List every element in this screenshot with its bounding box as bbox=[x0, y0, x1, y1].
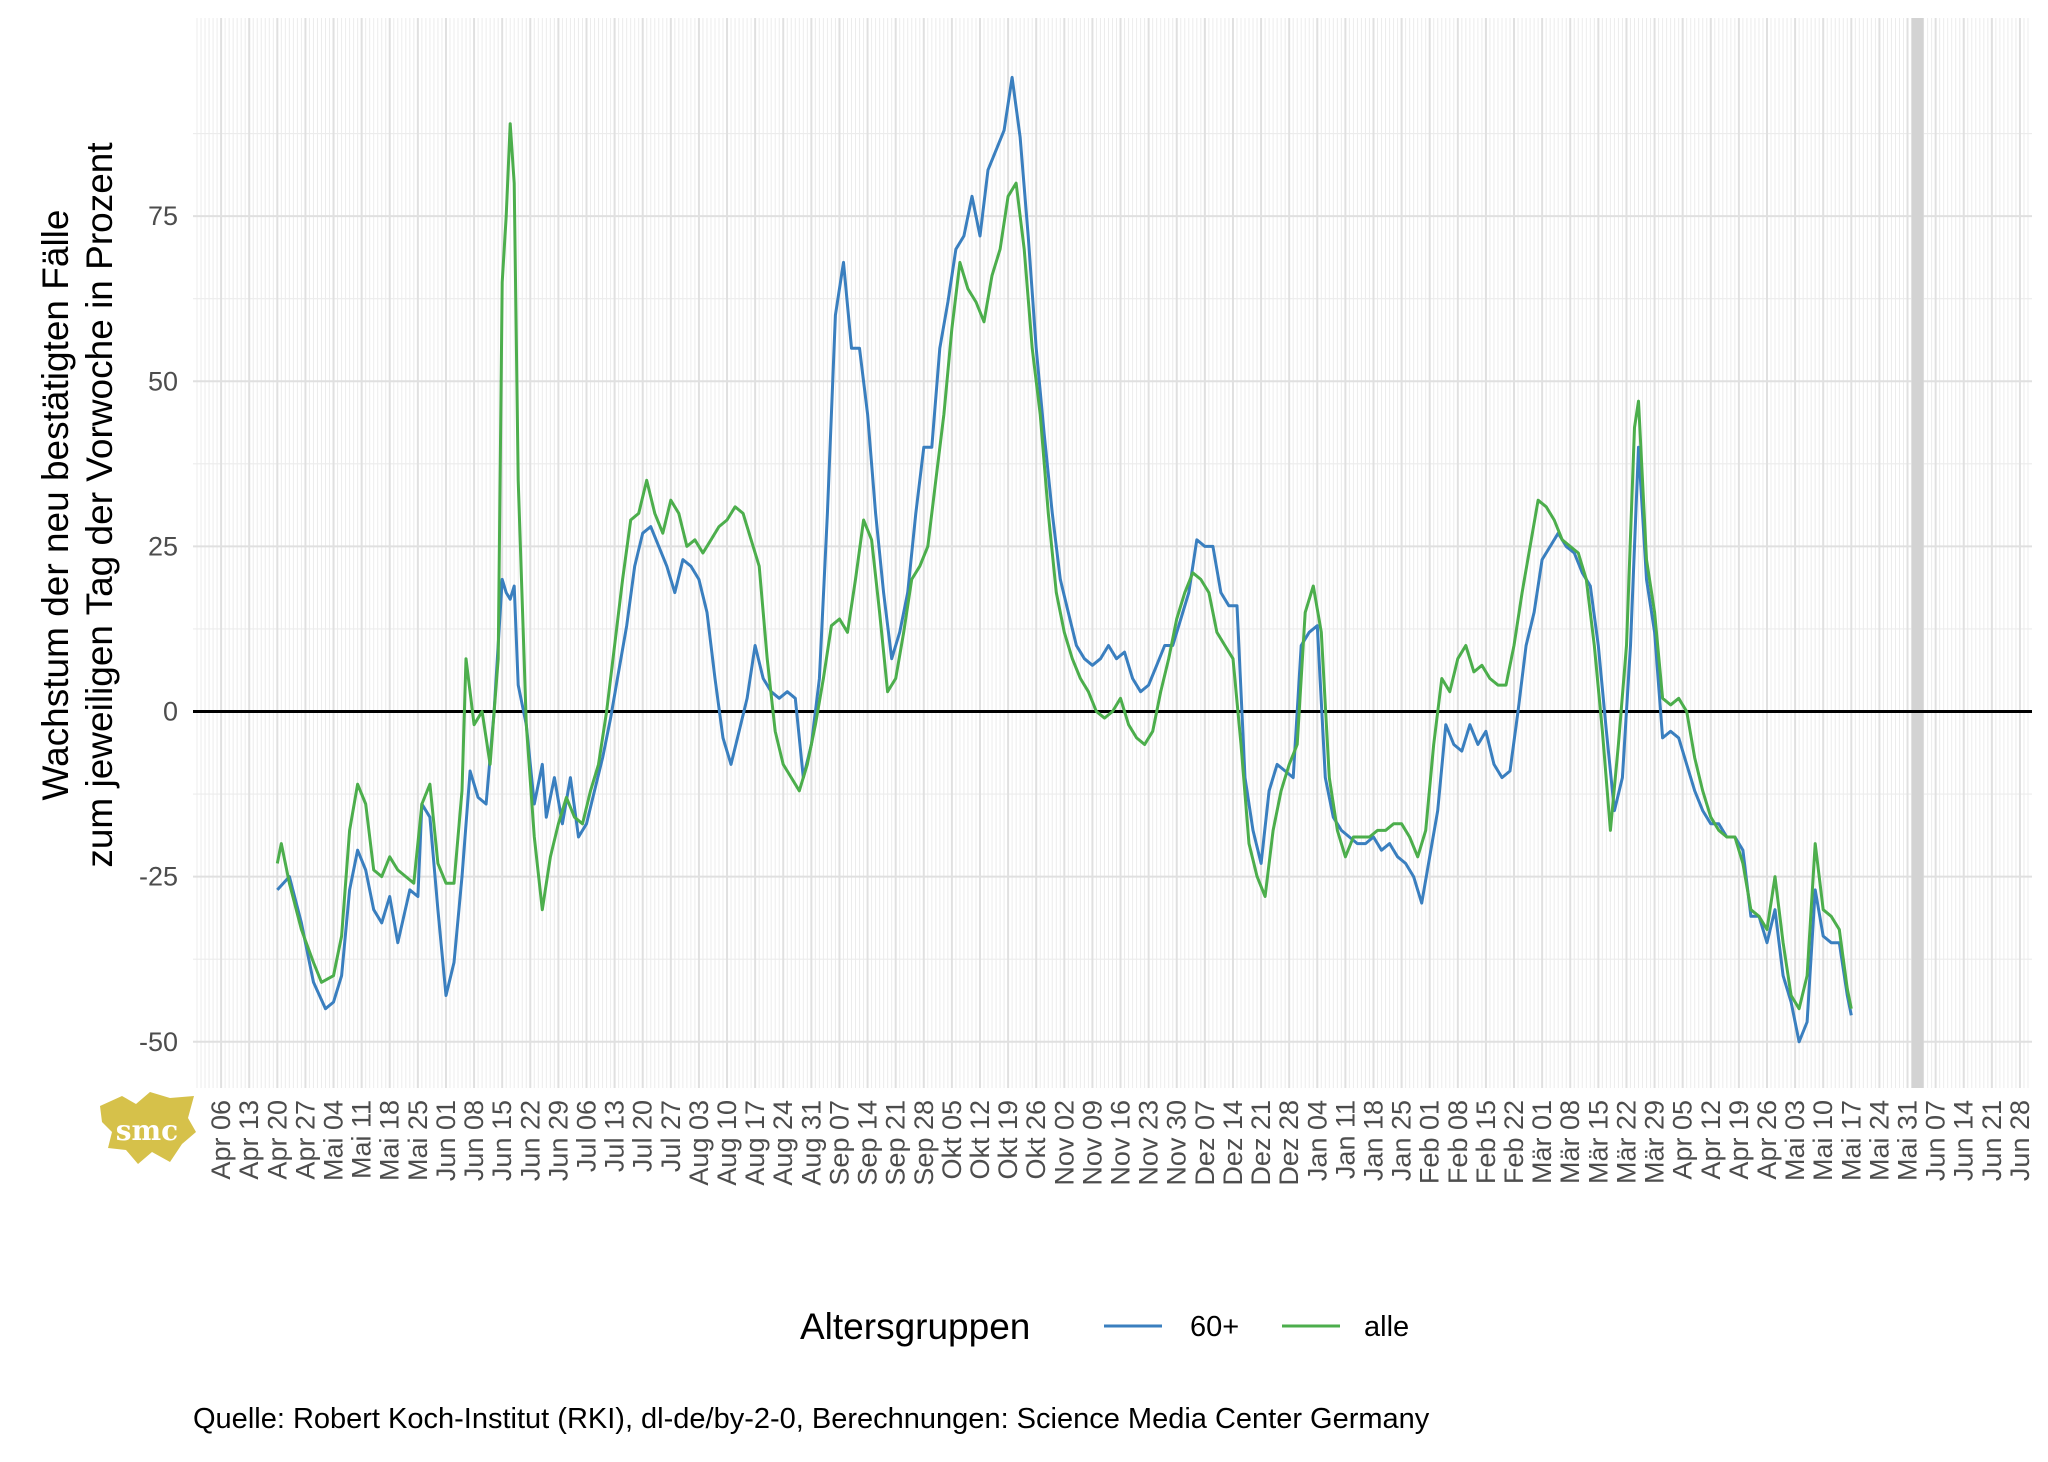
x-tick-label: Aug 10 bbox=[712, 1100, 742, 1186]
y-tick-label: 0 bbox=[163, 697, 178, 727]
x-tick-label: Jun 28 bbox=[2005, 1100, 2035, 1181]
x-tick-label: Sep 28 bbox=[909, 1100, 939, 1186]
x-tick-label: Mai 18 bbox=[375, 1100, 405, 1181]
y-axis-title-line2: zum jeweiligen Tag der Vorwoche in Proze… bbox=[79, 142, 120, 868]
y-tick-label: -50 bbox=[139, 1027, 178, 1057]
smc-logo-shape bbox=[100, 1092, 196, 1164]
x-tick-label: Jul 06 bbox=[571, 1100, 601, 1172]
x-tick-label: Jun 22 bbox=[515, 1100, 545, 1181]
x-tick-label: Mai 17 bbox=[1836, 1100, 1866, 1181]
x-tick-label: Dez 14 bbox=[1218, 1100, 1248, 1186]
grid-major bbox=[193, 18, 2032, 1088]
x-tick-label: Mai 03 bbox=[1780, 1100, 1810, 1181]
x-tick-label: Okt 19 bbox=[993, 1100, 1023, 1180]
x-tick-label: Feb 08 bbox=[1443, 1100, 1473, 1184]
x-tick-label: Apr 05 bbox=[1668, 1100, 1698, 1180]
x-tick-label: Feb 22 bbox=[1499, 1100, 1529, 1184]
x-tick-label: Mär 22 bbox=[1611, 1100, 1641, 1184]
x-tick-label: Okt 05 bbox=[937, 1100, 967, 1180]
x-tick-label: Apr 26 bbox=[1752, 1100, 1782, 1180]
x-tick-label: Jun 14 bbox=[1949, 1100, 1979, 1181]
x-tick-label: Apr 12 bbox=[1696, 1100, 1726, 1180]
x-tick-label: Sep 21 bbox=[881, 1100, 911, 1186]
x-tick-label: Jun 01 bbox=[431, 1100, 461, 1181]
x-tick-label: Jan 04 bbox=[1302, 1100, 1332, 1181]
x-tick-label: Mär 15 bbox=[1583, 1100, 1613, 1184]
x-tick-label: Dez 21 bbox=[1246, 1100, 1276, 1186]
x-tick-label: Jun 29 bbox=[543, 1100, 573, 1181]
x-tick-label: Mai 10 bbox=[1808, 1100, 1838, 1181]
y-axis-title-line1: Wachstum der neu bestätigten Fälle bbox=[35, 210, 76, 801]
x-tick-label: Aug 17 bbox=[740, 1100, 770, 1186]
y-tick-label: 25 bbox=[148, 531, 178, 561]
y-axis-title: Wachstum der neu bestätigten Fälle zum j… bbox=[35, 142, 120, 868]
plot-area bbox=[193, 18, 2032, 1088]
x-tick-label: Mai 24 bbox=[1864, 1100, 1894, 1181]
y-axis-ticks: -50 -25 0 25 50 75 bbox=[139, 201, 178, 1057]
caption: Quelle: Robert Koch-Institut (RKI), dl-d… bbox=[193, 1403, 1430, 1435]
smc-logo-text: smc bbox=[116, 1114, 178, 1147]
x-tick-label: Jun 08 bbox=[459, 1100, 489, 1181]
x-tick-label: Jun 07 bbox=[1921, 1100, 1951, 1181]
x-tick-label: Aug 31 bbox=[796, 1100, 826, 1186]
x-tick-label: Jan 18 bbox=[1358, 1100, 1388, 1181]
x-tick-label: Mai 25 bbox=[403, 1100, 433, 1181]
x-tick-label: Feb 01 bbox=[1415, 1100, 1445, 1184]
series-layer bbox=[275, 75, 1853, 1044]
x-tick-label: Dez 07 bbox=[1190, 1100, 1220, 1186]
x-tick-label: Mai 11 bbox=[347, 1100, 377, 1179]
x-tick-label: Mär 29 bbox=[1640, 1100, 1670, 1184]
x-tick-label: Feb 15 bbox=[1471, 1100, 1501, 1184]
x-tick-label: Apr 20 bbox=[262, 1100, 292, 1180]
x-tick-label: Okt 26 bbox=[1021, 1100, 1051, 1180]
x-tick-label: Nov 02 bbox=[1049, 1100, 1079, 1186]
grid-minor bbox=[193, 18, 2032, 1088]
y-tick-label: 50 bbox=[148, 366, 178, 396]
series-line-alle bbox=[275, 122, 1853, 1011]
x-tick-label: Aug 03 bbox=[684, 1100, 714, 1186]
x-tick-label: Jul 27 bbox=[656, 1100, 686, 1172]
x-tick-label: Apr 13 bbox=[234, 1100, 264, 1180]
x-tick-label: Aug 24 bbox=[768, 1100, 798, 1186]
legend-label-alle: alle bbox=[1364, 1311, 1409, 1343]
x-tick-label: Nov 30 bbox=[1162, 1100, 1192, 1186]
x-tick-label: Jul 13 bbox=[600, 1100, 630, 1172]
x-tick-label: Jul 20 bbox=[628, 1100, 658, 1172]
x-tick-label: Jan 25 bbox=[1387, 1100, 1417, 1181]
x-tick-label: Apr 19 bbox=[1724, 1100, 1754, 1180]
y-tick-label: 75 bbox=[148, 201, 178, 231]
smc-logo: smc bbox=[100, 1092, 196, 1164]
x-tick-label: Jun 15 bbox=[487, 1100, 517, 1181]
x-tick-label: Nov 16 bbox=[1106, 1100, 1136, 1186]
x-tick-label: Okt 12 bbox=[965, 1100, 995, 1180]
legend-label-60plus: 60+ bbox=[1190, 1311, 1239, 1343]
x-tick-label: Apr 06 bbox=[206, 1100, 236, 1180]
x-tick-label: Mär 08 bbox=[1555, 1100, 1585, 1184]
x-tick-label: Apr 27 bbox=[290, 1100, 320, 1180]
x-tick-label: Sep 07 bbox=[824, 1100, 854, 1186]
x-tick-label: Jun 21 bbox=[1977, 1100, 2007, 1181]
y-tick-label: -25 bbox=[139, 862, 178, 892]
legend-title: Altersgruppen bbox=[800, 1306, 1030, 1347]
x-tick-label: Nov 23 bbox=[1134, 1100, 1164, 1186]
x-tick-label: Jan 11 bbox=[1330, 1100, 1360, 1179]
x-tick-label: Sep 14 bbox=[853, 1100, 883, 1186]
x-tick-label: Mai 31 bbox=[1893, 1100, 1923, 1181]
x-tick-label: Nov 09 bbox=[1077, 1100, 1107, 1186]
x-tick-label: Mär 01 bbox=[1527, 1100, 1557, 1184]
legend: Altersgruppen 60+ alle bbox=[800, 1306, 1409, 1347]
x-tick-label: Mai 04 bbox=[319, 1100, 349, 1181]
series-line-60plus bbox=[276, 75, 1853, 1044]
x-tick-label: Dez 28 bbox=[1274, 1100, 1304, 1186]
data-gap-shade bbox=[1911, 18, 1924, 1088]
